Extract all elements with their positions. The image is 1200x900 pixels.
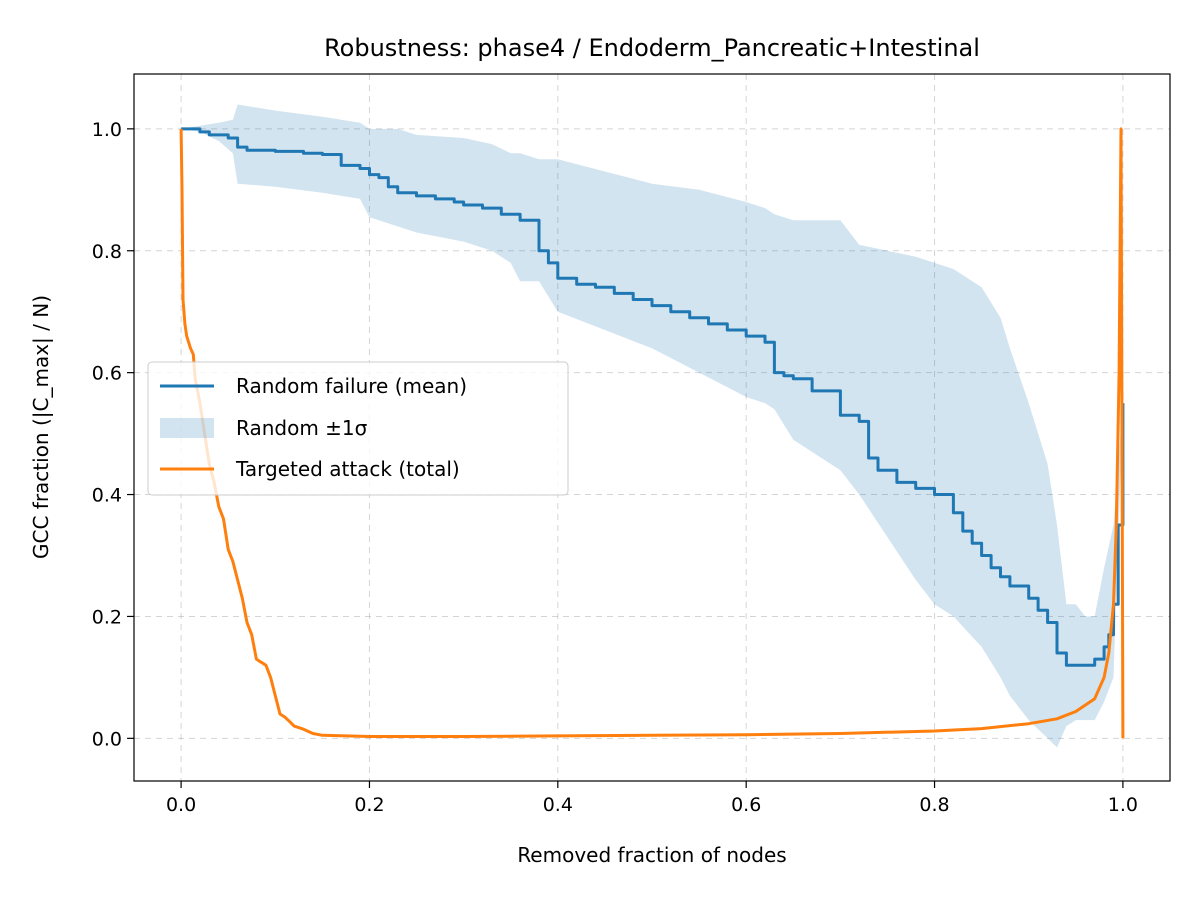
x-tick-label: 0.2 <box>354 794 384 816</box>
legend-label-targeted: Targeted attack (total) <box>235 457 460 481</box>
x-tick-label: 1.0 <box>1108 794 1138 816</box>
legend: Random failure (mean) Random ±1σ Targete… <box>147 361 569 496</box>
x-tick-label: 0.6 <box>731 794 761 816</box>
y-tick-label: 0.2 <box>92 606 122 628</box>
random-band-layer <box>181 104 1123 748</box>
random-failure-mean-line <box>181 127 1125 667</box>
plot-frame <box>133 73 1171 782</box>
legend-label-band: Random ±1σ <box>236 416 368 440</box>
x-tick-label: 0.0 <box>166 794 196 816</box>
y-tick-label: 1.0 <box>92 119 122 141</box>
x-tick-label: 0.8 <box>919 794 949 816</box>
legend-swatch-random-band <box>160 418 214 438</box>
x-axis-ticks: 0.0 0.2 0.4 0.6 0.8 1.0 <box>166 781 1138 816</box>
y-axis-label: GCC fraction (|C_max| / N) <box>29 295 53 559</box>
y-tick-label: 0.0 <box>92 728 122 750</box>
x-tick-label: 0.4 <box>543 794 573 816</box>
x-axis-label: Removed fraction of nodes <box>517 843 786 867</box>
y-axis-ticks: 0.0 0.2 0.4 0.6 0.8 1.0 <box>92 119 134 750</box>
random-std-band <box>181 104 1123 748</box>
legend-label-random: Random failure (mean) <box>236 374 467 398</box>
y-tick-label: 0.4 <box>92 485 122 507</box>
y-tick-label: 0.8 <box>92 241 122 263</box>
chart-title: Robustness: phase4 / Endoderm_Pancreatic… <box>324 34 980 62</box>
legend-box <box>147 361 569 496</box>
y-tick-label: 0.6 <box>92 363 122 385</box>
